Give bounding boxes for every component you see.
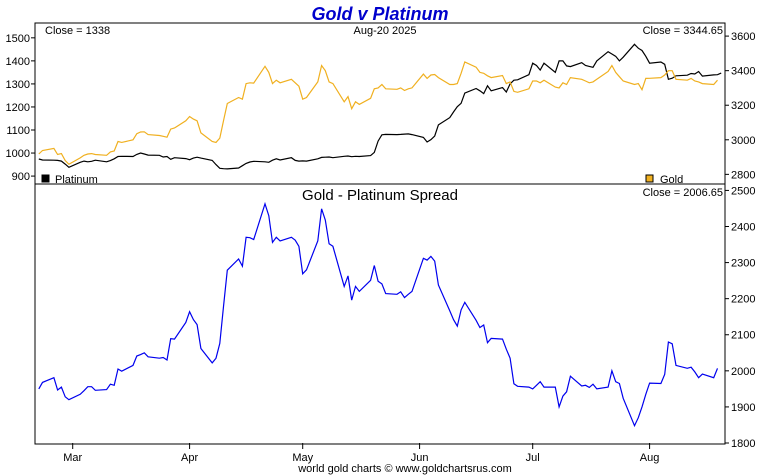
platinum-axis-tick-label: 1300 [6,79,30,91]
gold-axis-tick-label: 3000 [731,135,755,147]
platinum-legend-label: Platinum [55,174,98,186]
platinum-axis-tick-label: 1400 [6,56,30,68]
spread-axis-tick-label: 2000 [731,366,755,378]
gold-close-label: Close = 3344.65 [643,25,723,37]
spread-close-label: Close = 2006.65 [643,187,723,199]
month-label: Jul [526,452,540,464]
gold-axis-tick-label: 3600 [731,31,755,43]
month-label: Jun [411,452,429,464]
top-panel-frame [34,22,726,185]
platinum-axis-tick-label: 1500 [6,33,30,45]
month-label: May [292,452,313,464]
platinum-axis-tick-label: 1100 [6,125,30,137]
spread-axis-tick-label: 2500 [731,185,755,197]
platinum-axis-tick-label: 1000 [6,148,30,160]
x-axis: Mar Apr May Jun Jul Aug [63,443,659,464]
platinum-legend-swatch [41,174,50,183]
spread-axis-tick-label: 2400 [731,221,755,233]
gold-series-line [38,61,718,166]
spread-axis-tick-label: 2300 [731,258,755,270]
platinum-close-label: Close = 1338 [45,25,110,37]
platinum-axis-tick-label: 1200 [6,102,30,114]
platinum-axis-tick-label: 900 [12,171,30,183]
spread-axis-tick-label: 2100 [731,330,755,342]
date-label: Aug-20 2025 [354,25,417,37]
bottom-right-axis: 1800 1900 2000 2100 2200 2300 2400 2500 [725,185,755,450]
month-label: Aug [640,452,660,464]
gold-axis-tick-label: 3400 [731,66,755,78]
top-left-axis: 900 1000 1100 1200 1300 1400 1500 [6,33,35,183]
month-label: Mar [63,452,82,464]
gold-legend-label: Gold [660,174,683,186]
gold-legend-swatch [645,174,654,183]
platinum-series-line [38,43,722,170]
spread-axis-tick-label: 1900 [731,402,755,414]
spread-series-line [38,201,719,428]
spread-panel-title: Gold - Platinum Spread [302,187,458,204]
bottom-panel-frame [34,183,726,445]
footer-credit: world gold charts © www.goldchartsrus.co… [297,463,512,475]
month-label: Apr [181,452,198,464]
chart-title: Gold v Platinum [311,4,448,24]
gold-axis-tick-label: 2800 [731,169,755,181]
spread-axis-tick-label: 1800 [731,438,755,450]
top-right-axis: 2800 3000 3200 3400 3600 [725,31,755,181]
spread-axis-tick-label: 2200 [731,294,755,306]
gold-axis-tick-label: 3200 [731,100,755,112]
